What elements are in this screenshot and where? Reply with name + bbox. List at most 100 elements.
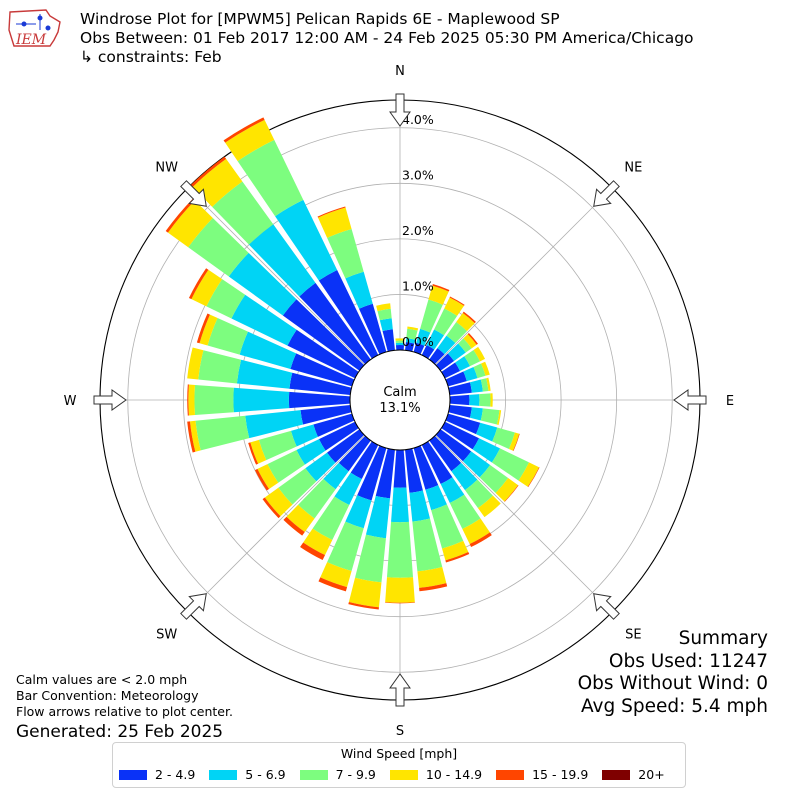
bar-segment-280-1: [236, 359, 293, 389]
bar-segment-310-1: [228, 252, 297, 316]
bar-dir-40: [429, 311, 476, 365]
bar-segment-350-0: [382, 329, 395, 352]
bar-segment-290-4: [196, 313, 210, 344]
bar-dir-100: [448, 405, 502, 425]
bar-segment-260-4: [187, 421, 196, 453]
bar-segment-230-1: [305, 452, 336, 482]
bar-segment-350-3: [376, 303, 391, 312]
bar-dir-30: [421, 296, 465, 359]
bar-segment-220-3: [286, 504, 315, 533]
bar-segment-140-0: [429, 435, 462, 472]
bar-segment-270-3: [188, 384, 195, 416]
direction-arrows: [93, 93, 707, 707]
bar-segment-290-1: [239, 331, 297, 369]
bar-segment-60-1: [455, 356, 471, 371]
legend-title: Wind Speed [mph]: [340, 746, 458, 761]
bar-segment-150-4: [469, 532, 492, 548]
bar-segment-270-0: [288, 391, 351, 409]
bar-segment-120-4: [527, 467, 540, 488]
ring-label-1: 1.0%: [402, 278, 434, 293]
bar-segment-20-3: [428, 285, 449, 305]
bar-dir-340: [317, 206, 387, 355]
direction-label-S: S: [396, 724, 404, 739]
legend-items: 2 - 4.9 5 - 6.9 7 - 9.9 10 - 14.9 15 - 19.9 2…: [119, 767, 679, 782]
bar-segment-120-2: [491, 448, 530, 481]
bar-segment-100-2: [480, 408, 500, 425]
bar-segment-150-0: [421, 441, 453, 485]
bar-segment-100-3: [496, 410, 502, 425]
bar-segment-10-0: [405, 341, 415, 352]
bar-segment-20-0: [413, 342, 425, 355]
bar-dir-150: [421, 441, 492, 548]
calm-note: Calm values are < 2.0 mph: [16, 672, 188, 687]
bar-segment-270-4: [187, 384, 189, 416]
bar-segment-310-0: [282, 299, 365, 371]
bar-segment-80-2: [480, 378, 489, 392]
bar-segment-60-0: [441, 362, 461, 379]
bar-segment-30-4: [449, 296, 465, 306]
bar-segment-190-1: [365, 495, 391, 539]
bar-dir-300: [188, 268, 359, 379]
bar-segment-290-3: [199, 314, 218, 346]
calm-circle: [349, 349, 451, 451]
bar-segment-130-1: [462, 451, 491, 478]
bar-segment-0-1: [395, 342, 405, 346]
bar-segment-310-3: [167, 200, 213, 248]
bar-segment-100-0: [448, 405, 472, 418]
summary-obs-used: Obs Used: 11247: [608, 650, 768, 672]
bar-segment-340-0: [359, 303, 387, 355]
flow-arrow-0: [389, 93, 411, 127]
bar-segment-220-1: [323, 462, 349, 490]
legend-label-3: 10 - 14.9: [425, 767, 483, 782]
bar-segment-170-2: [412, 518, 443, 572]
bar-segment-190-0: [375, 448, 395, 499]
flow-arrow-90: [673, 389, 707, 411]
bar-dir-230: [262, 429, 365, 519]
bar-segment-220-4: [283, 516, 305, 536]
bar-segment-50-0: [435, 353, 455, 371]
bar-segment-230-4: [262, 497, 281, 519]
bar-segment-230-2: [278, 468, 317, 505]
grid-ring: [127, 127, 673, 673]
bar-dir-190: [348, 448, 395, 610]
bar-segment-340-1: [345, 271, 373, 309]
direction-label-E: E: [726, 394, 734, 409]
chart-subtitle: Obs Between: 01 Feb 2017 12:00 AM - 24 F…: [80, 29, 694, 47]
bar-segment-110-4: [513, 433, 520, 452]
ring-label-0: 0.0%: [402, 334, 434, 349]
bar-segment-130-2: [479, 464, 509, 493]
bar-segment-160-2: [431, 504, 464, 549]
legend-label-1: 5 - 6.9: [245, 767, 286, 782]
bar-dir-260: [187, 405, 352, 453]
bar-segment-260-1: [245, 410, 304, 439]
flow-arrow-315: [180, 180, 207, 207]
bar-segment-120-3: [518, 462, 540, 487]
bar-segment-150-2: [449, 494, 481, 530]
legend-label-0: 2 - 4.9: [155, 767, 196, 782]
bar-segment-60-2: [464, 350, 481, 367]
bar-segment-70-0: [445, 371, 467, 387]
legend-swatch-0: [119, 769, 147, 780]
bar-segment-340-3: [318, 207, 352, 238]
bar-dir-50: [435, 332, 478, 371]
bar-dir-20: [413, 283, 450, 355]
bar-dir-290: [196, 313, 355, 387]
bar-segment-340-4: [317, 206, 346, 218]
bar-dir-330: [223, 117, 379, 359]
bar-segment-240-0: [318, 421, 359, 451]
grid-spoke: [435, 435, 613, 613]
legend-item-5: 20+: [602, 767, 665, 782]
bar-dir-280: [187, 347, 352, 395]
legend-item-3: 10 - 14.9: [389, 767, 483, 782]
bar-dir-120: [441, 421, 540, 488]
bar-segment-270-1: [233, 387, 290, 413]
bar-dir-90: [449, 393, 493, 407]
flow-arrows-note: Flow arrows relative to plot center.: [16, 704, 233, 719]
bar-dir-310: [165, 198, 365, 371]
bar-segment-30-0: [421, 344, 435, 359]
bar-dir-130: [435, 429, 519, 502]
legend-swatch-5: [602, 769, 631, 780]
summary-obs-without-wind: Obs Without Wind: 0: [577, 673, 768, 694]
bar-segment-200-2: [327, 521, 364, 572]
bar-dir-270: [187, 384, 351, 416]
